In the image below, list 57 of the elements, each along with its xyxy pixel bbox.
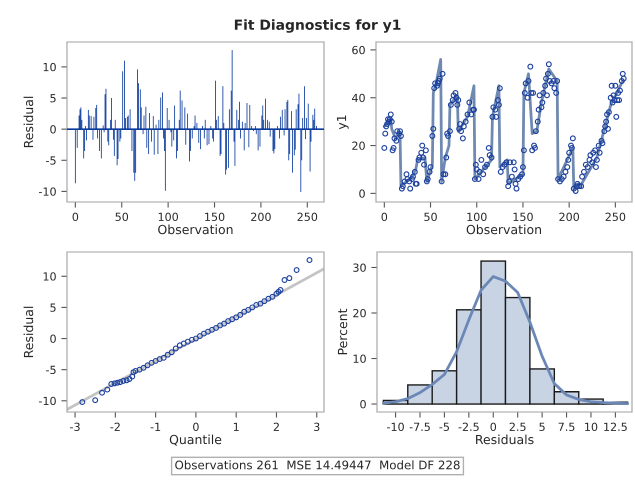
- y-tick-label: -5: [46, 366, 56, 374]
- y-axis-title: Percent: [338, 308, 348, 354]
- x-tick-label: 50: [116, 212, 128, 222]
- x-tick-label: 0: [72, 212, 78, 222]
- x-tick-label: -1: [150, 422, 160, 431]
- y-tick-label: 0: [50, 125, 56, 134]
- y-tick-label: 30: [353, 263, 366, 272]
- y-tick-label: 10: [44, 272, 56, 281]
- x-axis-title: Residuals: [476, 434, 534, 444]
- x-tick-label: 10: [585, 422, 598, 432]
- x-tick-label: -7.5: [410, 422, 430, 432]
- x-axis-title: Quantile: [170, 434, 222, 446]
- x-tick-label: -2: [110, 422, 120, 431]
- x-tick-label: 0: [490, 422, 496, 432]
- y-tick-label: -5: [46, 156, 56, 165]
- y-tick-label: 0: [360, 400, 366, 408]
- text: Observations 261 MSE 14.49447 Model DF 228: [175, 460, 460, 470]
- y-tick-label: -10: [38, 187, 56, 196]
- x-tick-label: 50: [424, 212, 437, 222]
- x-tick-label: 7.5: [558, 422, 574, 432]
- y-tick-label: 5: [50, 94, 56, 102]
- y-tick-label: 5: [50, 304, 56, 312]
- x-tick-label: 12.5: [604, 422, 627, 432]
- x-tick-label: 250: [298, 212, 318, 222]
- chart-title: Fit Diagnostics for y1: [234, 19, 400, 33]
- y-axis-title: Residual: [24, 306, 34, 358]
- x-tick-label: 2: [274, 422, 279, 431]
- y-axis-title: Residual: [24, 96, 34, 148]
- y-axis-title: y1: [336, 115, 349, 130]
- x-axis-title: Observation: [158, 224, 232, 234]
- x-tick-label: 200: [559, 212, 580, 222]
- x-tick-label: 100: [158, 212, 178, 222]
- x-tick-label: 1: [234, 422, 239, 431]
- x-tick-label: 0: [193, 422, 199, 432]
- y-tick-label: 60: [352, 46, 365, 54]
- x-tick-label: 2.5: [510, 422, 526, 432]
- y-tick-label: 10: [44, 62, 56, 72]
- x-tick-label: 250: [606, 212, 626, 222]
- x-tick-label: 3: [314, 422, 320, 432]
- y-tick-label: 0: [359, 189, 365, 198]
- x-tick-label: 5: [539, 422, 545, 432]
- x-tick-label: -3: [70, 422, 80, 432]
- y-tick-label: 10: [354, 354, 366, 363]
- y-tick-label: 20: [352, 142, 365, 150]
- x-tick-label: 0: [382, 212, 388, 222]
- y-tick-label: -10: [38, 396, 56, 406]
- x-tick-label: -10: [387, 422, 404, 432]
- y-tick-label: 0: [50, 334, 56, 343]
- y-tick-label: 40: [352, 94, 365, 102]
- x-tick-label: 100: [467, 212, 487, 222]
- x-tick-label: 150: [514, 212, 533, 222]
- x-tick-label: 200: [251, 212, 271, 222]
- x-tick-label: -5: [439, 422, 449, 432]
- x-tick-label: 150: [205, 212, 224, 222]
- x-tick-label: -2.5: [458, 422, 479, 432]
- y-tick-label: 20: [353, 308, 366, 318]
- x-axis-title: Observation: [466, 224, 541, 234]
